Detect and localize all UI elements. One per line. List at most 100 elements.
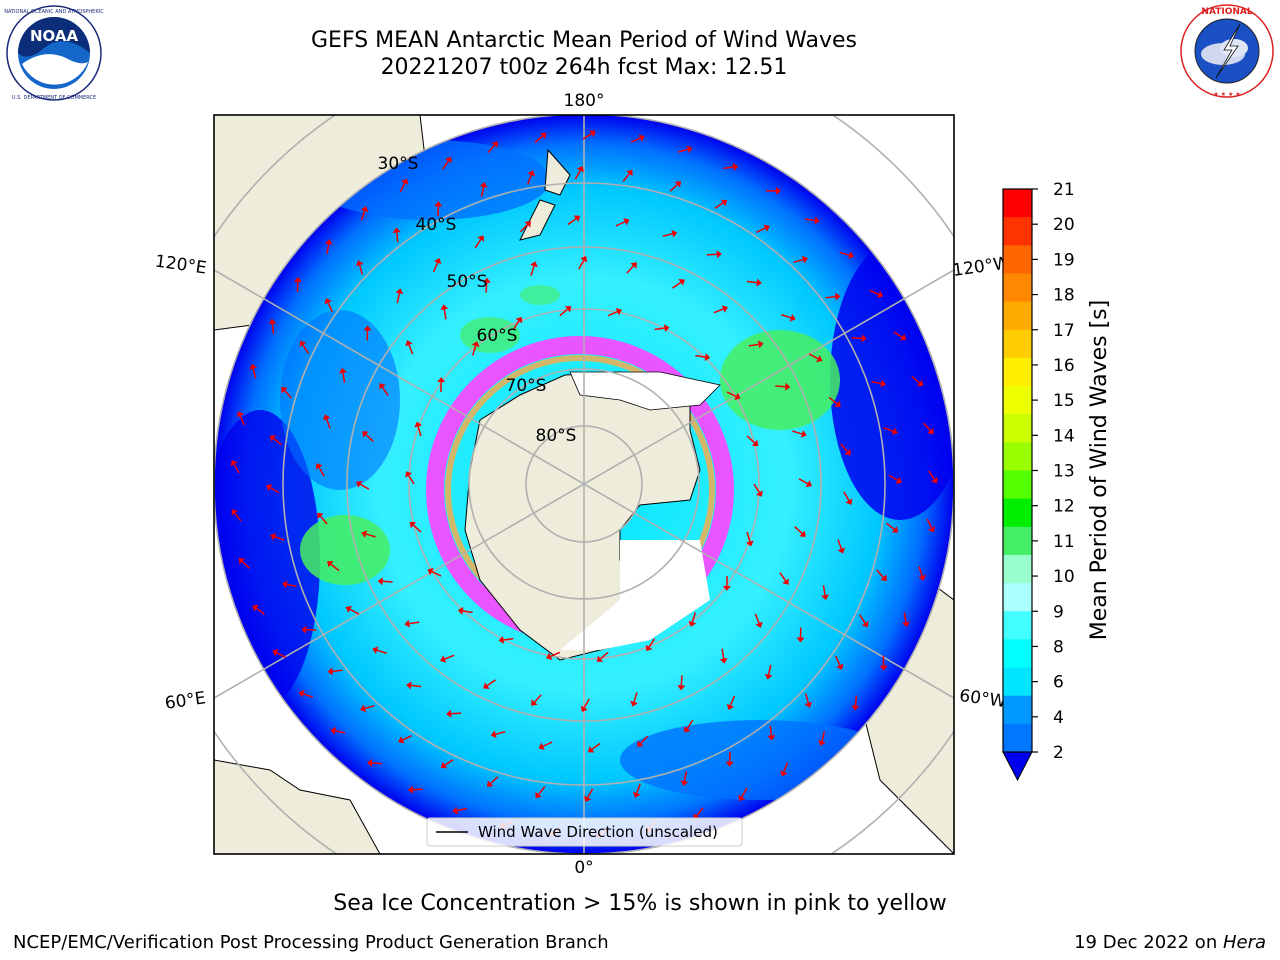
wind-arrow-head	[392, 227, 401, 233]
svg-text:★ ★ ★ ★: ★ ★ ★ ★	[1213, 91, 1240, 98]
wind-arrow-head	[379, 383, 386, 390]
wind-arrow	[926, 518, 933, 529]
wind-arrow	[318, 467, 325, 477]
wind-arrow-head	[880, 574, 887, 582]
wind-arrow	[582, 133, 592, 140]
wind-arrow-head	[895, 476, 902, 484]
wind-arrow-head	[498, 635, 504, 644]
wind-arrow	[303, 693, 313, 698]
wind-arrow-head	[268, 318, 277, 325]
wind-arrow	[567, 218, 577, 226]
wind-arrow-head	[398, 736, 405, 744]
wind-arrow	[456, 807, 468, 812]
wind-arrow-head	[395, 288, 404, 295]
footer-left: NCEP/EMC/Verification Post Processing Pr…	[13, 932, 609, 953]
wind-arrow	[918, 566, 923, 577]
wind-arrow	[640, 735, 649, 744]
wind-arrow-head	[764, 673, 773, 680]
lat-label-80s: 80°S	[536, 426, 577, 446]
wind-arrow	[364, 704, 375, 710]
wind-arrow	[654, 327, 665, 331]
wind-arrow	[753, 483, 760, 493]
wind-arrow-head	[339, 367, 347, 374]
wind-arrow-head	[891, 526, 899, 533]
wind-arrow-head	[755, 490, 763, 497]
wind-arrow	[412, 788, 423, 791]
wind-arrow	[798, 478, 808, 485]
wind-arrow-head	[927, 427, 934, 435]
wind-arrow-head	[677, 685, 686, 691]
wind-arrow	[342, 372, 346, 383]
wind-arrow	[648, 638, 656, 648]
wind-arrow	[821, 731, 826, 742]
wind-arrow-head	[524, 221, 531, 228]
wind-arrow-head	[327, 561, 334, 568]
wind-arrow-head	[531, 699, 538, 706]
wind-arrow-head	[482, 277, 491, 283]
wind-arrow	[396, 293, 401, 304]
wind-arrow	[837, 539, 843, 550]
wind-arrow	[559, 308, 568, 317]
wind-arrow-head	[931, 477, 938, 484]
wind-arrow-head	[836, 663, 844, 670]
wind-arrow-head	[674, 181, 682, 188]
wind-arrow	[713, 308, 724, 314]
wind-arrow	[358, 264, 364, 275]
wind-arrow-head	[483, 682, 490, 689]
wind-arrow-head	[844, 448, 851, 456]
wind-arrow-head	[414, 421, 423, 428]
wind-arrow-head	[720, 199, 728, 207]
wind-arrow-head	[704, 353, 711, 362]
wind-arrow-head	[596, 655, 604, 662]
wind-arrow	[686, 719, 694, 729]
lat-label-40s: 40°S	[416, 215, 457, 235]
wind-arrow-head	[361, 530, 368, 538]
lat-label-50s: 50°S	[447, 272, 488, 292]
wind-arrow	[534, 135, 544, 144]
wind-arrow	[677, 148, 688, 153]
wind-arrow-head	[814, 216, 820, 225]
wind-arrow-head	[802, 255, 808, 264]
wind-arrow-head	[745, 540, 754, 547]
chart-subtitle: 20221207 t00z 264h fcst Max: 12.51	[380, 55, 788, 80]
colorbar-cell	[1003, 245, 1032, 274]
wind-arrow-head	[324, 298, 332, 305]
wind-arrow	[271, 323, 275, 334]
wind-arrow-head	[440, 304, 449, 310]
wind-arrow-head	[637, 740, 644, 747]
wind-arrow-head	[683, 726, 691, 733]
colorbar-cell	[1003, 526, 1032, 556]
wind-arrow-head	[805, 480, 812, 488]
wind-arrow-head	[477, 235, 485, 242]
lon-label-bottom: 0°	[574, 858, 593, 878]
colorbar-tick-label: 14	[1053, 426, 1075, 446]
wind-arrow	[395, 232, 399, 243]
wind-arrow-head	[851, 705, 860, 711]
wind-arrow	[825, 295, 836, 299]
map-frame	[213, 114, 955, 855]
wind-arrow-head	[405, 340, 413, 347]
colorbar-cell	[1003, 667, 1032, 697]
wind-arrow-head	[546, 652, 553, 660]
wind-arrow	[714, 202, 724, 210]
wind-arrow-head	[900, 333, 907, 341]
footer-right: 19 Dec 2022 on Hera	[1074, 932, 1266, 953]
wind-arrow-head	[789, 313, 796, 322]
wind-arrow	[443, 309, 447, 320]
wind-arrow-head	[584, 795, 592, 802]
wind-arrow	[273, 438, 282, 446]
lon-label-top: 180°	[564, 91, 605, 111]
wind-arrow	[783, 762, 789, 773]
wind-arrow	[284, 390, 292, 399]
wind-arrow	[332, 669, 343, 673]
wind-arrow	[869, 289, 879, 296]
wind-arrow	[636, 783, 641, 794]
wind-arrow	[888, 474, 898, 481]
wind-arrow-head	[535, 791, 542, 799]
wind-arrow-head	[372, 646, 379, 655]
wind-arrow-head	[626, 169, 633, 177]
wind-arrow-head	[479, 182, 488, 188]
wind-arrow	[533, 694, 542, 703]
wind-arrow	[662, 233, 673, 237]
wind-arrow-head	[490, 730, 497, 739]
